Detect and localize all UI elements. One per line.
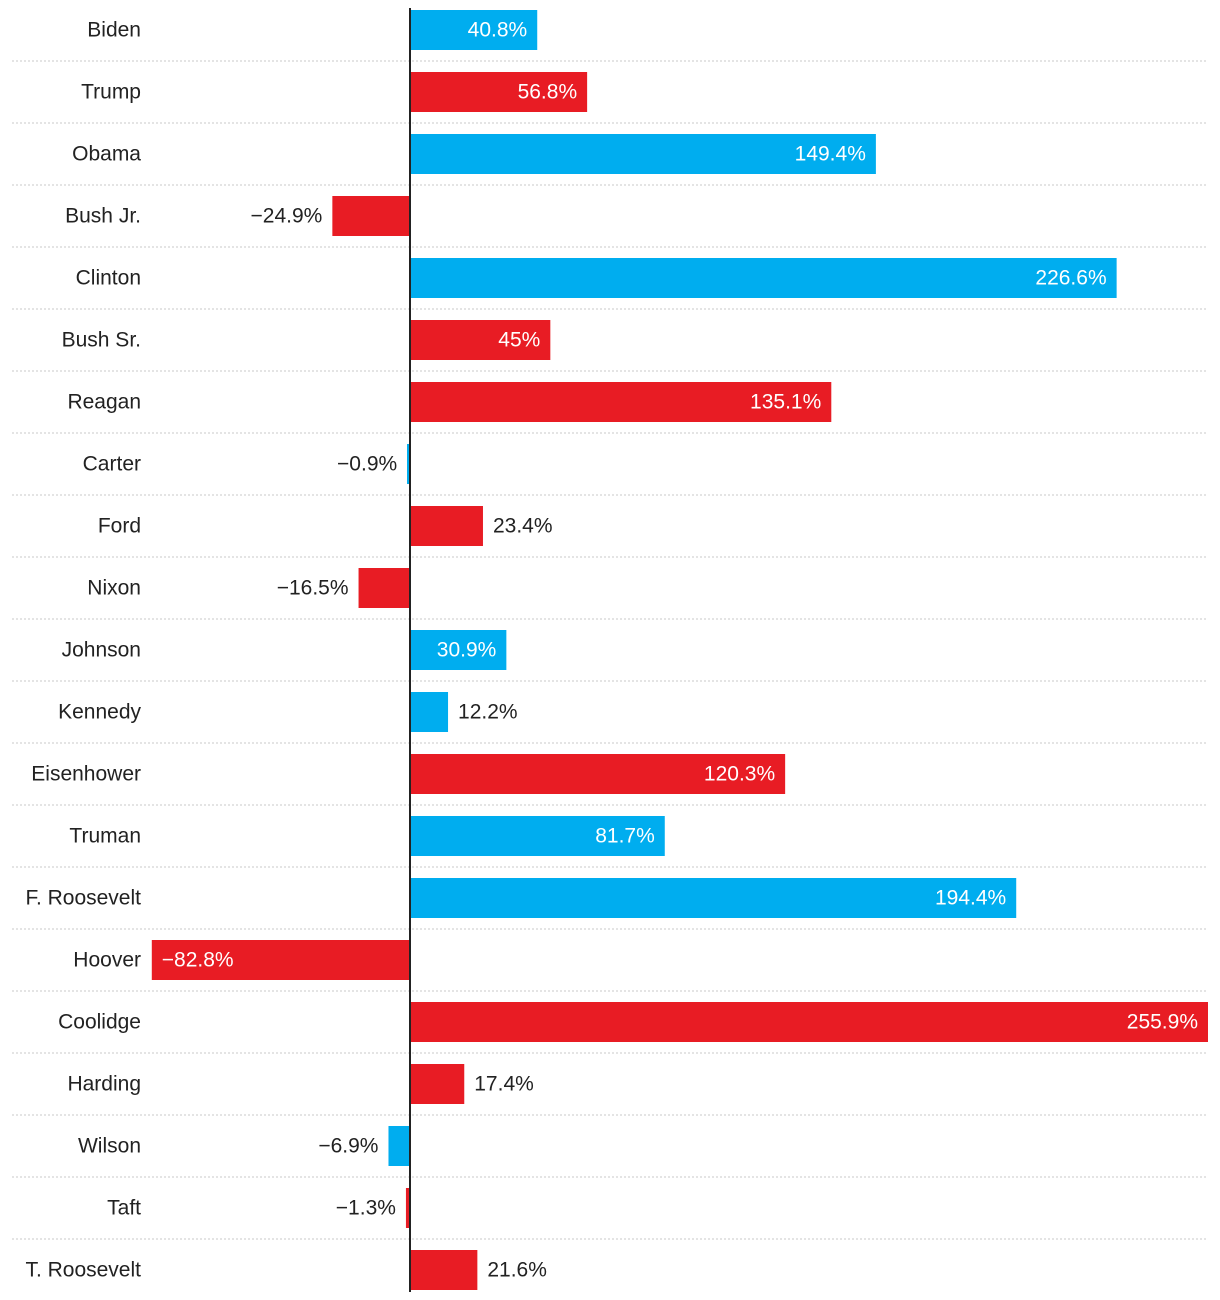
value-label-trump: 56.8% <box>518 81 578 104</box>
value-label-reagan: 135.1% <box>750 391 821 414</box>
bar-hoover <box>151 940 410 980</box>
bar-taft <box>405 1188 410 1228</box>
category-label-f-roosevelt: F. Roosevelt <box>25 887 141 910</box>
category-label-obama: Obama <box>72 143 141 166</box>
bar-kennedy <box>410 692 449 732</box>
category-label-biden: Biden <box>87 19 141 42</box>
value-label-coolidge: 255.9% <box>1127 1011 1198 1034</box>
bar-harding <box>410 1064 465 1104</box>
bar-f-roosevelt <box>410 878 1017 918</box>
value-label-nixon: −16.5% <box>277 577 349 600</box>
bar-johnson <box>410 630 507 670</box>
bar-obama <box>410 134 876 174</box>
value-label-bush-jr: −24.9% <box>251 205 323 228</box>
value-label-truman: 81.7% <box>595 825 655 848</box>
bar-carter <box>407 444 410 484</box>
bar-bush-jr <box>332 196 410 236</box>
category-label-reagan: Reagan <box>67 391 141 414</box>
labels: Biden 40.8% Trump 56.8% Obama 149.4% Bush Jr. −… <box>25 19 1198 1282</box>
category-label-clinton: Clinton <box>76 267 141 290</box>
category-label-bush-jr: Bush Jr. <box>65 205 141 228</box>
category-label-bush-sr: Bush Sr. <box>62 329 141 352</box>
value-label-kennedy: 12.2% <box>458 701 518 724</box>
bar-reagan <box>410 382 832 422</box>
row-separators <box>12 60 1208 1240</box>
value-label-bush-sr: 45% <box>498 329 540 352</box>
value-label-taft: −1.3% <box>336 1197 396 1220</box>
bar-ford <box>410 506 483 546</box>
bar-coolidge <box>410 1002 1208 1042</box>
value-label-eisenhower: 120.3% <box>704 763 775 786</box>
bar-truman <box>410 816 665 856</box>
category-label-trump: Trump <box>81 81 141 104</box>
bar-nixon <box>358 568 410 608</box>
category-label-kennedy: Kennedy <box>58 701 141 724</box>
bar-bush-sr <box>410 320 551 360</box>
value-label-harding: 17.4% <box>474 1073 534 1096</box>
bar-trump <box>410 72 588 112</box>
bar-t-roosevelt <box>410 1250 478 1290</box>
value-label-ford: 23.4% <box>493 515 553 538</box>
category-label-johnson: Johnson <box>62 639 141 662</box>
value-label-carter: −0.9% <box>337 453 397 476</box>
value-label-clinton: 226.6% <box>1035 267 1106 290</box>
category-label-coolidge: Coolidge <box>58 1011 141 1034</box>
category-label-nixon: Nixon <box>87 577 141 600</box>
bar-biden <box>410 10 538 50</box>
category-label-truman: Truman <box>69 825 141 848</box>
value-label-johnson: 30.9% <box>437 639 497 662</box>
category-label-t-roosevelt: T. Roosevelt <box>25 1259 141 1282</box>
bars <box>151 10 1208 1290</box>
value-label-obama: 149.4% <box>795 143 866 166</box>
category-label-eisenhower: Eisenhower <box>31 763 141 786</box>
category-label-taft: Taft <box>107 1197 141 1220</box>
bar-eisenhower <box>410 754 786 794</box>
category-label-carter: Carter <box>83 453 141 476</box>
value-label-wilson: −6.9% <box>318 1135 378 1158</box>
value-label-hoover: −82.8% <box>162 949 234 972</box>
value-label-f-roosevelt: 194.4% <box>935 887 1006 910</box>
category-label-wilson: Wilson <box>78 1135 141 1158</box>
category-label-harding: Harding <box>67 1073 141 1096</box>
value-label-t-roosevelt: 21.6% <box>487 1259 547 1282</box>
category-label-hoover: Hoover <box>73 949 141 972</box>
bar-wilson <box>388 1126 410 1166</box>
value-label-biden: 40.8% <box>468 19 528 42</box>
bar-clinton <box>410 258 1117 298</box>
category-label-ford: Ford <box>98 515 141 538</box>
